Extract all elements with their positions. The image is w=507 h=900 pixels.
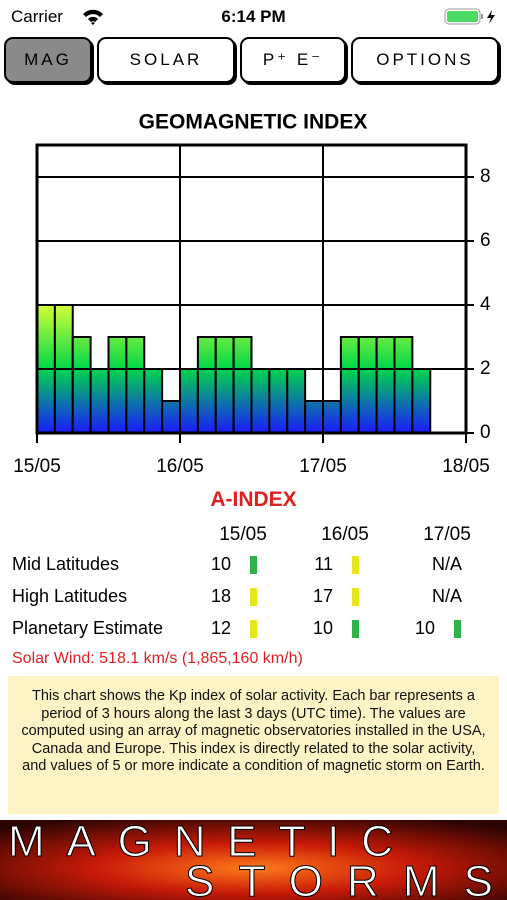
bar (71, 336, 92, 434)
battery-icon (444, 8, 495, 25)
banner-background (0, 820, 507, 900)
bar (250, 368, 271, 434)
bar (89, 368, 110, 434)
indicator (250, 588, 257, 606)
bar (393, 336, 414, 434)
cell-value: 18 (210, 586, 231, 606)
bar (214, 336, 235, 434)
bar (357, 336, 378, 434)
tab[interactable]: OPTIONS (351, 37, 499, 83)
carrier: Carrier (11, 7, 63, 26)
bar (143, 368, 164, 434)
chart: GEOMAGNETIC INDEX 0 2 4 6 8 15/05 16/05 17/05 18… (13, 111, 491, 477)
bar (232, 336, 253, 434)
indicator (454, 620, 461, 638)
banner-line1: MAGNETIC (8, 820, 400, 866)
bar (339, 336, 360, 434)
wifi-icon (83, 9, 103, 25)
bar (125, 336, 146, 434)
x-tick-label: 16/05 (156, 456, 204, 477)
solar-wind: Solar Wind: 518.1 km/s (1,865,160 km/h) (12, 650, 303, 667)
plot-frame (35, 143, 468, 435)
bar (268, 368, 289, 434)
bar (179, 368, 199, 434)
clock: 6:14 PM (221, 7, 286, 26)
bar (375, 336, 396, 434)
indicator (250, 620, 257, 638)
y-tick-label: 0 (480, 422, 491, 443)
description: This chart shows the Kp index of solar a… (8, 676, 499, 814)
bar (304, 400, 324, 434)
row-label: Planetary Estimate (12, 618, 164, 638)
bar (322, 400, 342, 434)
y-tick-label: 6 (480, 230, 491, 251)
y-tick-label: 4 (480, 294, 491, 315)
bar (107, 336, 128, 434)
row-label: High Latitudes (12, 586, 128, 606)
cell-value: 12 (210, 618, 231, 638)
indicator (352, 588, 359, 606)
bar (196, 336, 217, 434)
cell-value: 10 (414, 618, 435, 638)
a-index-title: A-INDEX (210, 488, 297, 511)
cell-value: 10 (312, 618, 333, 638)
column-header: 17/05 (423, 524, 471, 545)
x-tick-label: 17/05 (299, 456, 347, 477)
cell-value: N/A (431, 554, 462, 574)
column-header: 16/05 (321, 524, 369, 545)
x-tick-label: 15/05 (13, 456, 61, 477)
cell-value: N/A (431, 586, 462, 606)
bar (161, 400, 181, 434)
banner: MAGNETIC STORMS (0, 820, 507, 900)
indicator (250, 556, 257, 574)
row-label: Mid Latitudes (12, 554, 120, 574)
chart-title: GEOMAGNETIC INDEX (139, 111, 368, 134)
tab[interactable]: MAG (4, 37, 92, 83)
indicator (352, 620, 359, 638)
cell-value: 17 (312, 586, 333, 606)
bar (286, 368, 307, 434)
tab[interactable]: P⁺ E⁻ (240, 37, 346, 83)
tab[interactable]: SOLAR (97, 37, 235, 83)
indicator (352, 556, 359, 574)
cell-value: 11 (314, 554, 333, 574)
bar (411, 368, 432, 434)
x-tick-label: 18/05 (442, 456, 490, 477)
cell-value: 10 (210, 554, 231, 574)
y-tick-label: 2 (480, 358, 491, 379)
y-tick-label: 8 (480, 166, 491, 187)
column-header: 15/05 (219, 524, 267, 545)
